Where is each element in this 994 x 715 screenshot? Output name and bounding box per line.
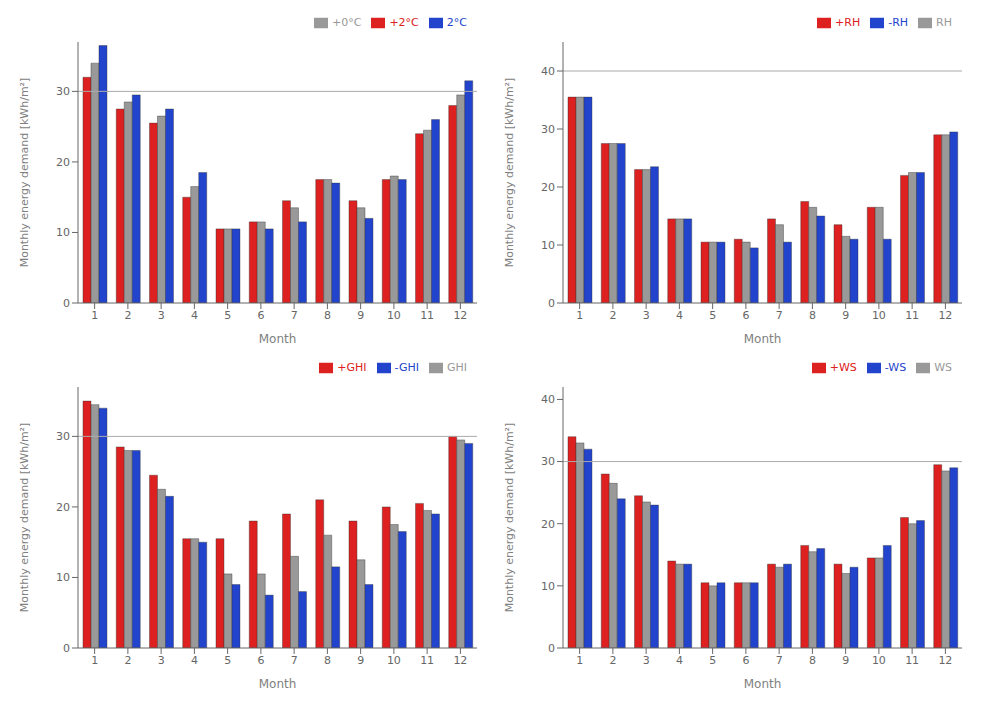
svg-text:10: 10: [541, 580, 555, 593]
svg-text:11: 11: [905, 309, 919, 322]
html-text:-RH: -RH: [888, 16, 909, 29]
svg-text:10: 10: [387, 309, 401, 322]
svg-text:2: 2: [124, 309, 131, 322]
svg-text:12: 12: [453, 654, 467, 667]
html-text:+2°C: +2°C: [389, 16, 419, 29]
svg-text:Month: Month: [259, 332, 297, 346]
svg-text:7: 7: [291, 654, 298, 667]
svg-text:10: 10: [541, 239, 555, 252]
svg-text:1: 1: [91, 654, 98, 667]
svg-text:2: 2: [609, 309, 616, 322]
svg-text:11: 11: [420, 309, 434, 322]
html-text:2°C: 2°C: [446, 16, 467, 29]
svg-text:30: 30: [541, 123, 555, 136]
svg-text:7: 7: [291, 309, 298, 322]
html-text:+0°C: +0°C: [332, 16, 362, 29]
svg-text:12: 12: [453, 309, 467, 322]
svg-text:20: 20: [56, 501, 70, 514]
svg-text:10: 10: [56, 226, 70, 239]
svg-text:3: 3: [643, 654, 650, 667]
svg-text:0: 0: [63, 642, 70, 655]
svg-text:6: 6: [257, 654, 264, 667]
svg-text:4: 4: [191, 309, 198, 322]
svg-text:20: 20: [56, 156, 70, 169]
svg-text:11: 11: [420, 654, 434, 667]
svg-text:40: 40: [541, 65, 555, 78]
svg-text:1: 1: [91, 309, 98, 322]
svg-text:8: 8: [324, 654, 331, 667]
svg-text:4: 4: [676, 309, 683, 322]
svg-text:5: 5: [709, 309, 716, 322]
html-text:+GHI: +GHI: [337, 361, 367, 374]
svg-text:12: 12: [938, 654, 952, 667]
svg-text:20: 20: [541, 181, 555, 194]
html-text:+WS: +WS: [829, 361, 857, 374]
html-text:WS: WS: [934, 361, 952, 374]
svg-text:1: 1: [576, 654, 583, 667]
svg-text:0: 0: [548, 642, 555, 655]
svg-text:10: 10: [56, 571, 70, 584]
svg-text:0: 0: [548, 297, 555, 310]
svg-text:5: 5: [224, 309, 231, 322]
svg-text:20: 20: [541, 518, 555, 531]
svg-text:40: 40: [541, 393, 555, 406]
html-text:+RH: +RH: [835, 16, 861, 29]
svg-text:6: 6: [742, 654, 749, 667]
svg-text:0: 0: [63, 297, 70, 310]
svg-text:Monthly energy demand [kWh/m²]: Monthly energy demand [kWh/m²]: [18, 423, 31, 613]
svg-text:10: 10: [872, 654, 886, 667]
svg-text:30: 30: [541, 455, 555, 468]
svg-text:12: 12: [938, 309, 952, 322]
svg-text:Monthly energy demand [kWh/m²]: Monthly energy demand [kWh/m²]: [503, 78, 516, 268]
svg-text:9: 9: [842, 654, 849, 667]
svg-text:7: 7: [776, 654, 783, 667]
svg-text:2: 2: [124, 654, 131, 667]
svg-text:9: 9: [357, 654, 364, 667]
svg-text:8: 8: [324, 309, 331, 322]
svg-text:30: 30: [56, 85, 70, 98]
svg-text:3: 3: [158, 654, 165, 667]
svg-text:Month: Month: [744, 677, 782, 691]
svg-text:9: 9: [842, 309, 849, 322]
svg-text:Month: Month: [259, 677, 297, 691]
svg-text:8: 8: [809, 654, 816, 667]
svg-text:5: 5: [709, 654, 716, 667]
svg-text:11: 11: [905, 654, 919, 667]
svg-text:10: 10: [872, 309, 886, 322]
svg-text:6: 6: [742, 309, 749, 322]
html-text:-WS: -WS: [884, 361, 907, 374]
svg-text:9: 9: [357, 309, 364, 322]
svg-text:3: 3: [643, 309, 650, 322]
svg-text:Month: Month: [744, 332, 782, 346]
svg-text:Monthly energy demand [kWh/m²]: Monthly energy demand [kWh/m²]: [503, 423, 516, 613]
svg-text:4: 4: [191, 654, 198, 667]
svg-text:30: 30: [56, 430, 70, 443]
svg-text:10: 10: [387, 654, 401, 667]
svg-text:6: 6: [257, 309, 264, 322]
html-text:GHI: GHI: [447, 361, 467, 374]
svg-text:Monthly energy demand [kWh/m²]: Monthly energy demand [kWh/m²]: [18, 78, 31, 268]
svg-text:7: 7: [776, 309, 783, 322]
svg-text:2: 2: [609, 654, 616, 667]
svg-text:4: 4: [676, 654, 683, 667]
svg-text:5: 5: [224, 654, 231, 667]
svg-text:3: 3: [158, 309, 165, 322]
svg-text:1: 1: [576, 309, 583, 322]
svg-text:8: 8: [809, 309, 816, 322]
html-text:-GHI: -GHI: [394, 361, 419, 374]
html-text:RH: RH: [936, 16, 952, 29]
